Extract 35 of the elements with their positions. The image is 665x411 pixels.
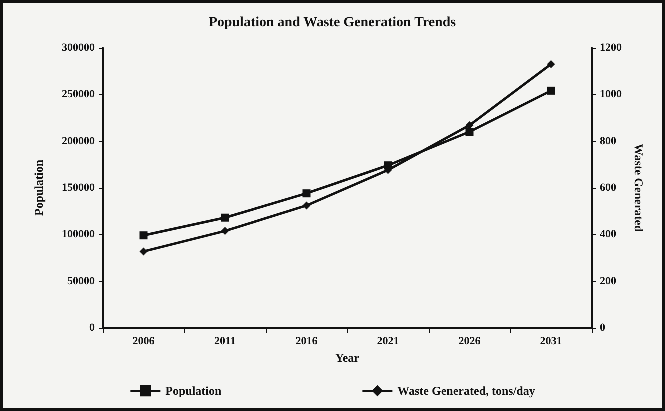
y2-tick-label: 1200 <box>600 42 622 54</box>
y2-axis-title: Waste Generated <box>632 144 646 232</box>
y2-tick-label: 600 <box>600 182 617 194</box>
y2-tick-label: 0 <box>600 322 606 334</box>
x-axis-title: Year <box>336 351 360 365</box>
legend-label: Population <box>166 384 222 398</box>
point <box>302 202 311 210</box>
point <box>302 190 311 198</box>
y2-tick-label: 400 <box>600 228 617 241</box>
point <box>221 214 230 222</box>
x-tick-label: 2021 <box>377 336 400 348</box>
x-tick-label: 2031 <box>540 336 562 348</box>
x-tick-label: 2016 <box>296 336 318 348</box>
point <box>221 227 230 236</box>
point <box>547 60 556 68</box>
y-tick-label: 300000 <box>62 42 96 54</box>
point <box>140 232 148 240</box>
y2-tick-label: 800 <box>600 135 617 148</box>
y-tick-label: 100000 <box>62 228 96 241</box>
y-tick-label: 250000 <box>62 88 96 101</box>
chart-title: Population and Waste Generation Trends <box>208 16 457 30</box>
point <box>547 86 556 95</box>
y2-tick-label: 200 <box>600 275 617 288</box>
x-tick-label: 2026 <box>458 336 482 348</box>
point <box>140 248 148 256</box>
y-axis-title: Population <box>32 160 46 216</box>
y-tick-label: 200000 <box>62 135 96 148</box>
y2-tick-label: 1000 <box>600 88 622 101</box>
legend-label: Waste Generated, tons/day <box>398 384 536 398</box>
x-tick-label: 2011 <box>214 336 236 348</box>
y-tick-label: 0 <box>90 322 96 334</box>
point <box>466 128 474 136</box>
y-tick-label: 150000 <box>62 182 96 194</box>
y-tick-label: 50000 <box>68 275 96 288</box>
x-tick-label: 2006 <box>132 336 156 348</box>
